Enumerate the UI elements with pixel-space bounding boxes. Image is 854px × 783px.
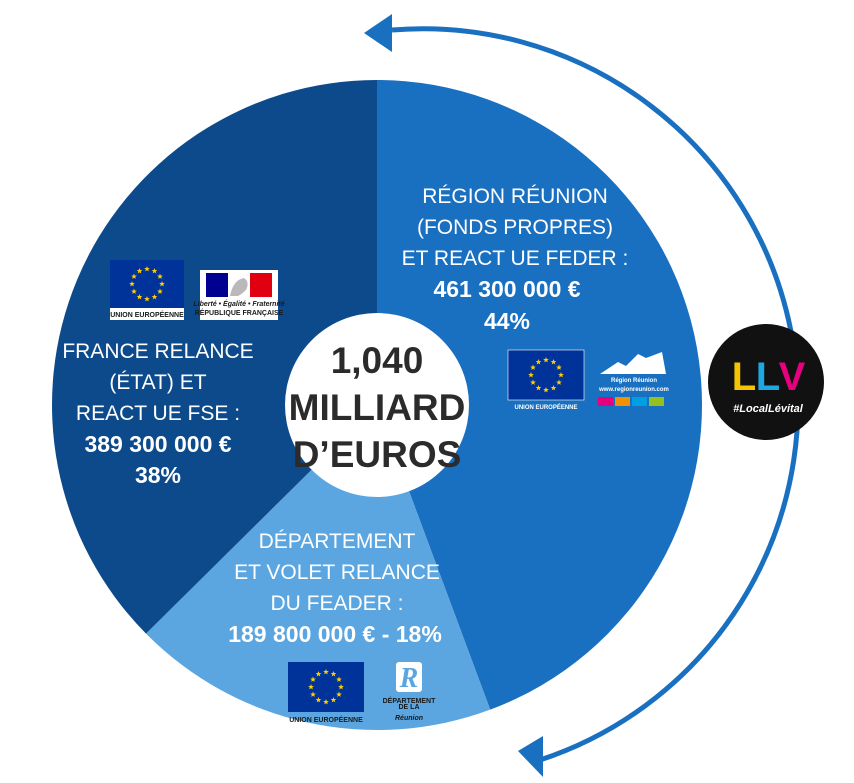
center-disc [285,313,469,497]
eu-star-icon [323,669,329,675]
eu-star-icon [131,273,137,279]
llv-letter-l2: L [756,355,780,399]
marianne-icon [230,278,248,296]
eu-star-icon [310,676,316,682]
departement-label-line-3: DU FEADER : [270,592,403,615]
eu-star-icon [556,364,562,370]
eu-star-icon [336,676,342,682]
eu-star-icon [330,671,337,677]
eu-star-icon [535,384,542,391]
eu-star-icon [535,359,542,365]
france-label-line-1: FRANCE RELANCE [62,340,253,363]
region-logo-url: www.regionreunion.com [598,387,669,393]
eu-stars-icon [528,357,564,393]
region-label-line-1: RÉGION RÉUNION [422,185,608,208]
center-total-line-2: MILLIARD [289,387,466,428]
cycle-arrow-head-bottom [518,736,543,777]
eu-star-icon [157,288,163,294]
rf-motto: Liberté • Égalité • Fraternité [193,299,284,308]
dept-logo-top: DÉPARTEMENT [383,696,436,705]
eu-caption: UNION EUROPÉENNE [289,715,363,724]
region-percent: 44% [484,308,530,334]
eu-star-icon [323,699,329,705]
eu-star-icon [338,684,344,690]
eu-flag-logo: UNION EUROPÉENNE [288,662,364,724]
eu-star-icon [151,268,158,274]
eu-caption: UNION EUROPÉENNE [514,403,577,411]
cycle-arrow [364,14,801,777]
llv-letter-l1: L [732,355,756,399]
eu-star-icon [530,379,536,385]
eu-star-icon [530,364,536,370]
slice-label-region: RÉGION RÉUNION (FONDS PROPRES) ET REACT … [402,185,629,334]
eu-flag-logo: UNION EUROPÉENNE [507,349,585,411]
pie-slice-france [51,80,378,634]
eu-star-icon [543,387,549,393]
departement-label-line-1: DÉPARTEMENT [259,530,416,553]
eu-star-icon [136,268,143,274]
region-label-line-3: ET REACT UE FEDER : [402,247,629,270]
eu-star-icon [144,266,150,272]
eu-star-icon [151,293,158,300]
eu-star-icon [129,281,135,287]
llv-hashtag: #LocalLévital [733,403,804,415]
center-total-line-1: 1,040 [331,340,424,381]
eu-stars-icon [129,266,165,302]
eu-star-icon [131,288,137,294]
eu-caption: UNION EUROPÉENNE [110,310,184,319]
france-value: 389 300 000 € [84,431,231,457]
eu-star-icon [528,372,534,378]
eu-star-icon [315,696,322,703]
france-label-line-3: REACT UE FSE : [76,402,240,425]
eu-star-icon [543,357,549,363]
eu-star-icon [336,691,342,697]
eu-star-icon [157,273,163,279]
republique-francaise-logo: Liberté • Égalité • Fraternité RÉPUBLIQU… [193,270,285,320]
departement-r-icon: R [399,663,419,694]
cycle-arrow-arc [391,26,801,763]
region-logo-name: Région Réunion [611,378,657,384]
eu-stars-icon [308,669,344,705]
volcano-icon [600,352,666,374]
slice-label-departement: DÉPARTEMENT ET VOLET RELANCE DU FEADER :… [228,530,442,647]
eu-star-icon [315,671,322,677]
eu-star-icon [558,372,564,378]
slice-label-france: FRANCE RELANCE (ÉTAT) ET REACT UE FSE : … [62,340,253,488]
eu-star-icon [159,281,165,287]
eu-flag-logo: UNION EUROPÉENNE [110,260,184,320]
eu-star-icon [136,293,143,300]
dept-logo-mid: DE LA [399,704,420,711]
rf-caption: RÉPUBLIQUE FRANÇAISE [195,308,284,317]
eu-star-icon [144,296,150,302]
dept-logo-name: Réunion [395,715,423,722]
eu-star-icon [310,691,316,697]
region-label-line-2: (FONDS PROPRES) [417,216,613,239]
cycle-arrow-head-top [364,14,392,52]
france-percent: 38% [135,462,181,488]
region-reunion-logo: Région Réunion www.regionreunion.com [598,352,669,406]
eu-star-icon [330,696,337,703]
departement-label-line-2: ET VOLET RELANCE [234,561,440,584]
llv-badge: L L V #LocalLévital [708,324,824,440]
eu-star-icon [308,684,314,690]
eu-star-icon [550,359,557,365]
center-total-line-3: D’EUROS [293,434,462,475]
departement-value: 189 800 000 € - 18% [228,621,442,647]
france-label-line-2: (ÉTAT) ET [109,371,206,394]
departement-reunion-logo: R DÉPARTEMENT DE LA Réunion [383,662,436,722]
region-value: 461 300 000 € [433,276,580,302]
eu-star-icon [550,384,557,391]
eu-star-icon [556,379,562,385]
llv-letter-v: V [779,355,806,399]
